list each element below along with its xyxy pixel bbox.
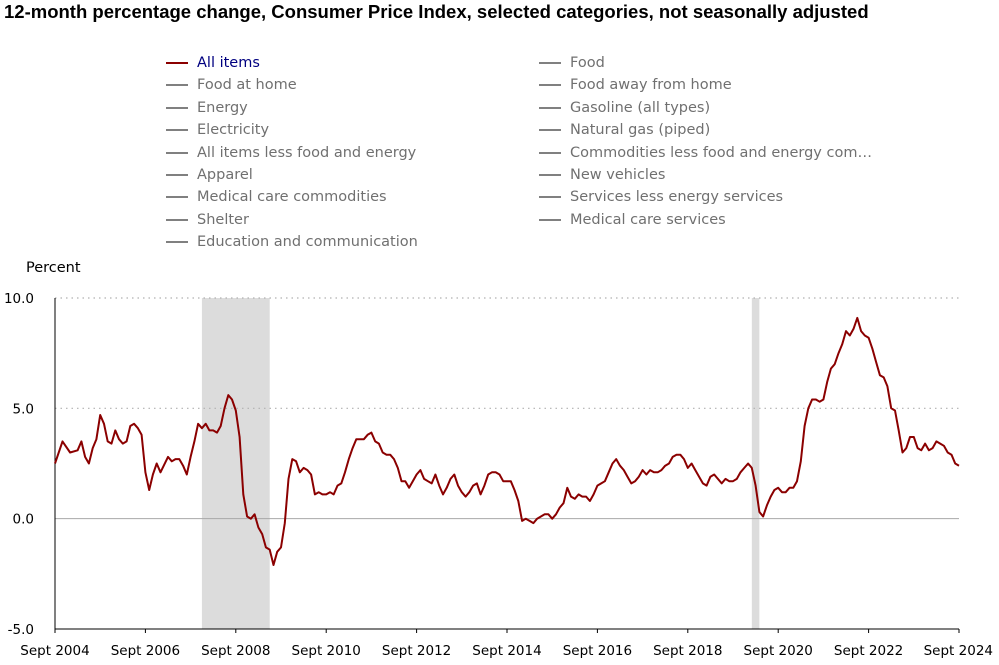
series-line-all-items — [54, 316, 960, 566]
legend-swatch — [539, 174, 561, 176]
legend-item[interactable]: Apparel — [166, 164, 253, 186]
legend-item[interactable]: New vehicles — [539, 164, 665, 186]
x-tick-label: Sept 2020 — [744, 643, 813, 659]
recession-band — [751, 298, 760, 629]
legend-swatch — [166, 196, 188, 199]
legend-label: Gasoline (all types) — [570, 99, 711, 116]
legend-swatch — [166, 241, 188, 244]
legend-swatch — [539, 218, 561, 221]
y-tick-label: 0.0 — [13, 512, 34, 528]
legend-item[interactable]: Energy — [166, 97, 248, 119]
legend-label: New vehicles — [570, 167, 666, 183]
y-tick-label: -5.0 — [8, 622, 34, 638]
legend-item[interactable]: Shelter — [166, 209, 249, 231]
x-tick-label: Sept 2024 — [924, 643, 993, 659]
legend-swatch — [166, 218, 188, 221]
legend-label: Commodities less food and energy com… — [570, 144, 872, 161]
legend-label: Medical care commodities — [197, 189, 387, 206]
legend-item[interactable]: Commodities less food and energy com… — [539, 142, 872, 164]
legend-label: Food away from home — [570, 77, 732, 94]
legend-item[interactable]: Medical care services — [539, 209, 726, 231]
legend-item[interactable]: All items — [166, 52, 260, 74]
legend-item[interactable]: Gasoline (all types) — [539, 97, 710, 119]
legend-swatch — [166, 62, 188, 64]
legend-item[interactable]: Electricity — [166, 119, 269, 141]
legend-label: Apparel — [197, 167, 253, 183]
chart-title: 12-month percentage change, Consumer Pri… — [4, 1, 869, 22]
legend-item[interactable]: Food at home — [166, 74, 297, 96]
legend-swatch — [166, 151, 188, 154]
y-axis-label: Percent — [26, 260, 81, 276]
legend-swatch — [539, 151, 561, 154]
x-tick-label: Sept 2018 — [653, 643, 722, 659]
x-tick-label: Sept 2016 — [563, 643, 632, 659]
legend-label: Energy — [197, 99, 248, 116]
legend-label: All items less food and energy — [197, 144, 417, 161]
legend-item[interactable]: Natural gas (piped) — [539, 119, 710, 141]
legend-label: Shelter — [197, 211, 249, 228]
legend-item[interactable]: Medical care commodities — [166, 186, 387, 208]
legend-label: Food at home — [197, 77, 297, 94]
x-tick-label: Sept 2012 — [382, 643, 451, 659]
legend-swatch — [166, 174, 188, 176]
legend-item[interactable]: Food away from home — [539, 74, 732, 96]
legend-swatch — [539, 84, 561, 87]
legend-swatch — [539, 196, 561, 199]
x-tick-label: Sept 2014 — [472, 643, 541, 659]
legend-swatch — [539, 106, 561, 109]
legend-label: Medical care services — [570, 211, 726, 228]
legend-label: All items — [197, 55, 260, 71]
legend-label: Education and communication — [197, 234, 418, 251]
legend-label: Electricity — [197, 122, 270, 139]
legend-label: Food — [570, 55, 605, 71]
x-tick-label: Sept 2006 — [111, 643, 180, 659]
x-tick-label: Sept 2010 — [292, 643, 361, 659]
legend-label: Natural gas (piped) — [570, 122, 711, 139]
recession-band — [201, 298, 270, 629]
legend-swatch — [539, 129, 561, 132]
legend-swatch — [166, 129, 188, 132]
legend-item[interactable]: Food — [539, 52, 605, 74]
legend-swatch — [166, 84, 188, 87]
legend-item[interactable]: All items less food and energy — [166, 142, 416, 164]
legend-item[interactable]: Services less energy services — [539, 186, 783, 208]
x-tick-label: Sept 2008 — [201, 643, 270, 659]
y-tick-label: 10.0 — [4, 291, 34, 307]
legend-label: Services less energy services — [570, 189, 784, 206]
legend-item[interactable]: Education and communication — [166, 231, 418, 253]
x-tick-label: Sept 2004 — [20, 643, 89, 659]
legend-swatch — [166, 106, 188, 109]
legend-swatch — [539, 62, 561, 64]
y-tick-label: 5.0 — [13, 401, 34, 417]
x-tick-label: Sept 2022 — [834, 643, 903, 659]
